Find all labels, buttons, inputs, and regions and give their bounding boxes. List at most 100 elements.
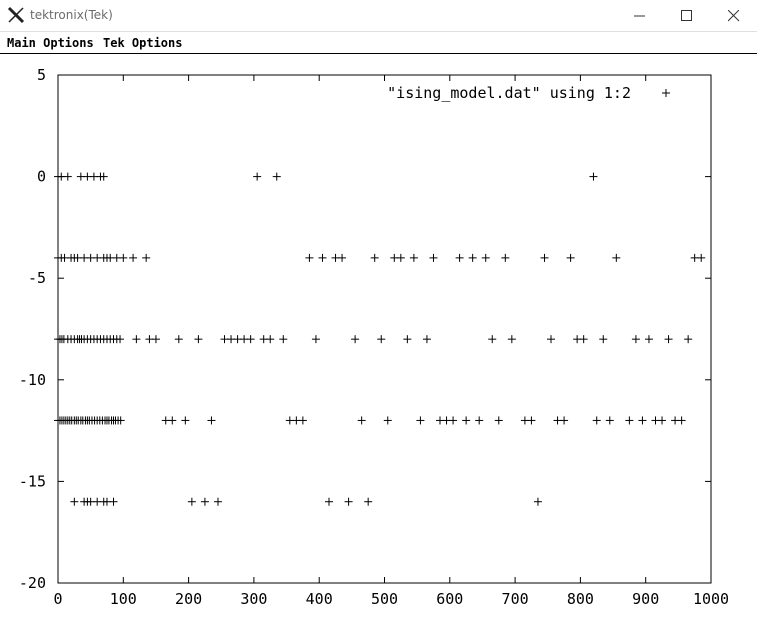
data-point bbox=[455, 253, 464, 262]
data-point bbox=[99, 172, 108, 181]
x-tick-label: 300 bbox=[240, 590, 267, 608]
data-point bbox=[605, 416, 614, 425]
data-point bbox=[396, 253, 405, 262]
x-tick-label: 100 bbox=[110, 590, 137, 608]
y-tick-label: -5 bbox=[28, 269, 46, 287]
minimize-button[interactable] bbox=[617, 0, 663, 31]
scatter-chart: 0 100 200 300 400 500 600 700 800 900 1000 5 0 -5 -10 -… bbox=[19, 66, 729, 608]
data-point bbox=[501, 253, 510, 262]
data-point bbox=[589, 172, 598, 181]
data-point bbox=[658, 416, 667, 425]
data-point bbox=[174, 335, 183, 344]
data-point bbox=[488, 335, 497, 344]
y-tick-label: 5 bbox=[37, 66, 46, 84]
data-point bbox=[168, 416, 177, 425]
data-point bbox=[272, 172, 281, 181]
x-tick-label: 900 bbox=[632, 590, 659, 608]
data-point bbox=[200, 497, 209, 506]
data-point bbox=[409, 253, 418, 262]
x-tick-label: 1000 bbox=[693, 590, 729, 608]
y-tick-label: -15 bbox=[19, 472, 46, 490]
data-point bbox=[533, 497, 542, 506]
data-point bbox=[422, 335, 431, 344]
data-point bbox=[638, 416, 647, 425]
y-tick-label: -20 bbox=[19, 574, 46, 592]
close-button[interactable] bbox=[711, 0, 757, 31]
data-point bbox=[377, 335, 386, 344]
data-point bbox=[625, 416, 634, 425]
data-point bbox=[119, 253, 128, 262]
data-point bbox=[318, 253, 327, 262]
data-point bbox=[311, 335, 320, 344]
data-point bbox=[338, 253, 347, 262]
x-tick-label: 400 bbox=[306, 590, 333, 608]
data-point bbox=[403, 335, 412, 344]
data-point bbox=[370, 253, 379, 262]
data-point bbox=[592, 416, 601, 425]
data-point bbox=[266, 335, 275, 344]
data-point bbox=[344, 497, 353, 506]
data-point bbox=[132, 335, 141, 344]
data-point bbox=[151, 335, 160, 344]
data-point bbox=[142, 253, 151, 262]
data-point bbox=[560, 416, 569, 425]
maximize-button[interactable] bbox=[664, 0, 710, 31]
data-point bbox=[213, 497, 222, 506]
menu-tek-options[interactable]: Tek Options bbox=[103, 36, 183, 50]
data-point bbox=[664, 335, 673, 344]
data-point bbox=[194, 335, 203, 344]
minimize-icon bbox=[634, 15, 645, 17]
data-point bbox=[677, 416, 686, 425]
x-tick-label: 500 bbox=[371, 590, 398, 608]
data-point bbox=[298, 416, 307, 425]
data-point bbox=[324, 497, 333, 506]
window-title: tektronix(Tek) bbox=[30, 8, 113, 22]
x-logo-icon bbox=[7, 6, 25, 24]
legend-marker bbox=[662, 89, 670, 97]
data-point bbox=[644, 335, 653, 344]
menu-bar: Main Options Tek Options bbox=[0, 32, 757, 54]
x-tick-label: 0 bbox=[53, 590, 62, 608]
x-tick-label: 700 bbox=[502, 590, 529, 608]
data-point bbox=[364, 497, 373, 506]
data-point bbox=[187, 497, 196, 506]
data-point bbox=[631, 335, 640, 344]
data-point bbox=[697, 253, 706, 262]
data-point bbox=[579, 335, 588, 344]
title-bar: tektronix(Tek) bbox=[0, 0, 757, 32]
data-point bbox=[305, 253, 314, 262]
data-point bbox=[253, 172, 262, 181]
data-point bbox=[246, 335, 255, 344]
x-tick-label: 200 bbox=[175, 590, 202, 608]
legend-label: "ising_model.dat" using 1:2 bbox=[387, 84, 631, 102]
data-point bbox=[429, 253, 438, 262]
data-point bbox=[116, 416, 125, 425]
data-point bbox=[547, 335, 556, 344]
data-point bbox=[351, 335, 360, 344]
data-point bbox=[462, 416, 471, 425]
y-tick-label: 0 bbox=[37, 168, 46, 186]
x-tick-label: 800 bbox=[567, 590, 594, 608]
data-point bbox=[109, 497, 118, 506]
data-point bbox=[527, 416, 536, 425]
data-point bbox=[599, 335, 608, 344]
data-point bbox=[612, 253, 621, 262]
plot-border bbox=[57, 74, 712, 584]
data-point bbox=[494, 416, 503, 425]
y-tick-label: -10 bbox=[19, 371, 46, 389]
data-point bbox=[207, 416, 216, 425]
data-point bbox=[566, 253, 575, 262]
data-point bbox=[116, 335, 125, 344]
data-point bbox=[449, 416, 458, 425]
data-point bbox=[416, 416, 425, 425]
data-point bbox=[357, 416, 366, 425]
data-point bbox=[475, 416, 484, 425]
data-point bbox=[684, 335, 693, 344]
close-icon bbox=[728, 10, 740, 22]
data-point bbox=[468, 253, 477, 262]
x-tick-label: 600 bbox=[436, 590, 463, 608]
data-point bbox=[383, 416, 392, 425]
data-point bbox=[129, 253, 138, 262]
data-point bbox=[70, 497, 79, 506]
menu-main-options[interactable]: Main Options bbox=[7, 36, 94, 50]
